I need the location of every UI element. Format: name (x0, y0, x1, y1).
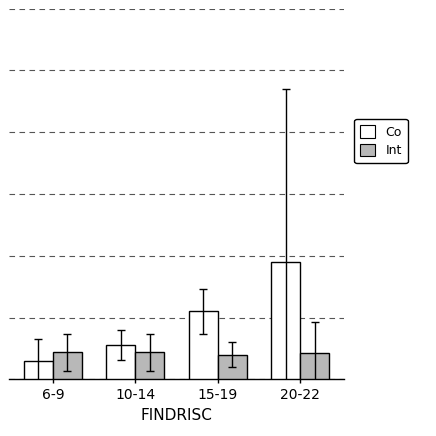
Bar (106, 345, 135, 379)
Bar (272, 262, 300, 379)
Legend: Co, Int: Co, Int (354, 119, 408, 164)
Bar (53, 352, 82, 379)
X-axis label: FINDRISC: FINDRISC (141, 408, 212, 423)
Bar (24, 361, 53, 379)
Bar (218, 354, 247, 379)
Bar (189, 311, 218, 379)
Bar (300, 353, 329, 379)
Bar (135, 352, 164, 379)
